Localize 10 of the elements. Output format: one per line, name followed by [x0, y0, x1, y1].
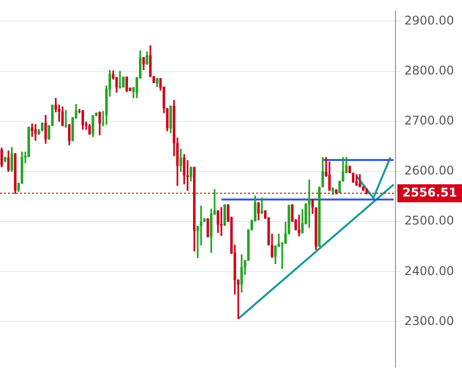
y-tick-label: 2700.00	[404, 114, 454, 128]
y-tick-label: 2900.00	[404, 13, 454, 28]
y-tick-label: 2400.00	[404, 264, 454, 278]
y-tick-label: 2300.00	[404, 314, 454, 328]
y-tick-label: 2800.00	[404, 63, 454, 78]
y-tick-label: 2500.00	[404, 214, 454, 228]
y-tick-label: 2600.00	[404, 164, 454, 178]
candlestick	[118, 70, 122, 89]
ref-line-label: 2556.51	[402, 185, 458, 200]
candlestick	[298, 214, 300, 236]
